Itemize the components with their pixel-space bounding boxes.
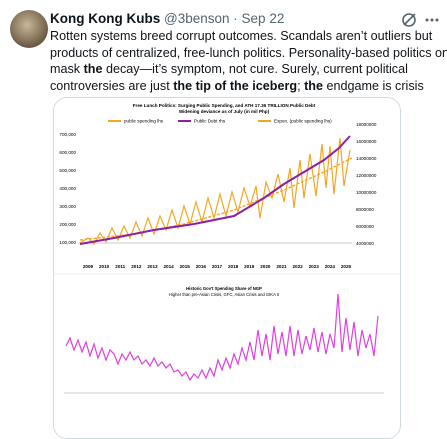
year-label: 2013: [147, 264, 158, 269]
text-line: Rotten systems breed corrupt outcomes. S…: [50, 28, 447, 45]
avatar[interactable]: [10, 10, 48, 48]
more-icon[interactable]: [425, 18, 439, 22]
right-tick: 18000000: [356, 122, 377, 127]
chart1-labels: public spending lhs Public Debt rhs Expon.…: [59, 119, 376, 270]
text-segment: ;: [297, 78, 305, 93]
chart1-title: Free Lunch Politics: Surging Public Spen…: [133, 103, 316, 108]
separator: ·: [233, 11, 238, 26]
grok-icon[interactable]: [402, 13, 416, 27]
left-tick: 100,000: [59, 240, 76, 245]
text-segment: endgame is crisis: [322, 78, 424, 93]
text-segment: products of centralized, free-lunch poli…: [50, 45, 447, 60]
year-label: 2014: [164, 264, 175, 269]
left-tick: 700,000: [59, 132, 76, 137]
right-tick: 14000000: [356, 156, 377, 161]
text-segment: controversies are just: [50, 78, 174, 93]
share-line: [65, 293, 379, 382]
chart-image: Free Lunch Politics: Surging Public Spen…: [54, 98, 400, 438]
year-label: 2023: [309, 264, 320, 269]
bold-text: the: [83, 62, 103, 76]
year-label: 2024: [325, 264, 336, 269]
year-label: 2019: [244, 264, 255, 269]
year-label: 2016: [196, 264, 207, 269]
year-label: 2012: [131, 264, 142, 269]
text-line: controversies are just the tip of the ic…: [50, 78, 447, 95]
year-label: 2022: [293, 264, 304, 269]
chart2-subtitle: Higher than pre-Asian Crisis, GFC, Asian…: [169, 292, 279, 297]
year-label: 2025: [341, 264, 352, 269]
page: Kong Kong Kubs @3benson · Sep 22 Rotten …: [10, 10, 447, 439]
tweet-date[interactable]: Sep 22: [241, 11, 285, 26]
chart2-title: Historic Gov't Spending Share of NGP: [186, 286, 262, 291]
year-label: 2017: [212, 264, 223, 269]
left-tick: 400,000: [59, 186, 76, 191]
tweet-text: Rotten systems breed corrupt outcomes. S…: [50, 28, 447, 94]
bold-text: the: [304, 78, 323, 93]
year-label: 2011: [115, 264, 125, 269]
year-label: 2021: [276, 264, 287, 269]
right-tick: 10000000: [356, 190, 377, 195]
author-name[interactable]: Kong Kong Kubs: [50, 11, 161, 26]
right-tick: 4000000: [356, 241, 374, 246]
year-label: 2009: [83, 264, 94, 269]
text-segment: decay—it’s symptom, not cure. Surely, cu…: [102, 62, 408, 76]
text-segment: mask: [50, 62, 84, 76]
text-line: mask the decay—it’s symptom, not cure. S…: [50, 61, 447, 78]
chart1-subtitle: Widening deviance as of July (in mil Php…: [179, 109, 270, 114]
left-tick: 200,000: [59, 222, 76, 227]
left-tick: 500,000: [59, 168, 76, 173]
year-label: 2020: [260, 264, 271, 269]
legend-label: public spending lhs: [124, 119, 164, 124]
legend-label: Expon. (public spending lhs): [274, 119, 332, 124]
year-label: 2015: [180, 264, 191, 269]
bold-text: the tip of the iceberg: [173, 78, 298, 93]
year-label: 2010: [99, 264, 110, 269]
left-tick: 600,000: [59, 150, 76, 155]
legend-label: Public Debt rhs: [194, 119, 226, 124]
right-tick: 16000000: [356, 139, 377, 144]
debt-line: [79, 135, 351, 245]
tweet-actions: [402, 13, 439, 27]
year-label: 2018: [228, 264, 239, 269]
author-handle[interactable]: @3benson: [164, 11, 230, 26]
tweet-header: Kong Kong Kubs @3benson · Sep 22: [50, 11, 284, 26]
text-segment: Rotten systems breed corrupt outcomes. S…: [50, 29, 433, 43]
left-tick: 300,000: [59, 204, 76, 209]
right-tick: 12000000: [356, 173, 377, 178]
image-bg: [54, 98, 400, 438]
text-line: products of centralized, free-lunch poli…: [50, 45, 447, 62]
right-tick: 6000000: [356, 224, 374, 229]
tweet-image[interactable]: Free Lunch Politics: Surging Public Spen…: [53, 97, 401, 439]
right-tick: 8000000: [356, 207, 374, 212]
